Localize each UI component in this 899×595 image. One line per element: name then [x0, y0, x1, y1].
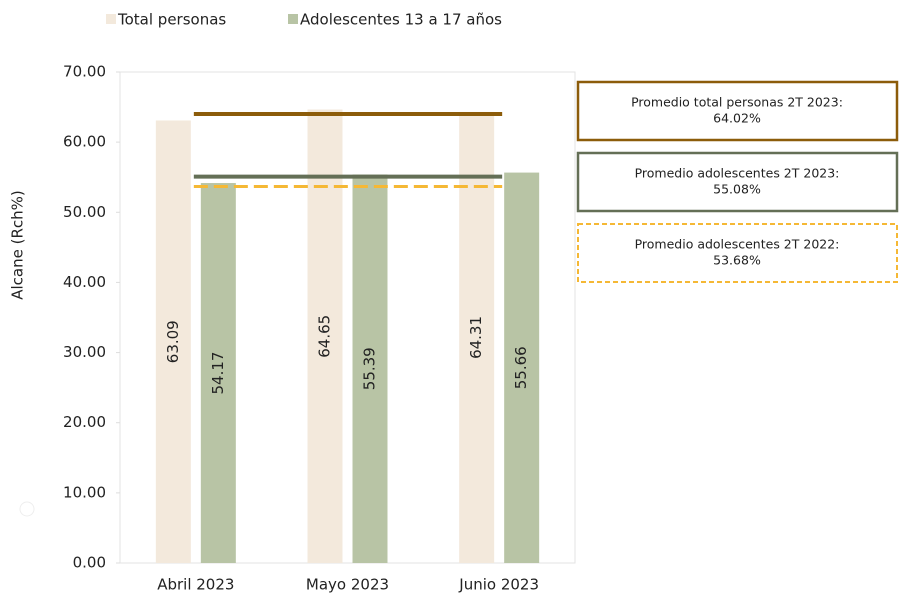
annotation-box	[576, 80, 899, 142]
annotation-label: Promedio total personas 2T 2023:	[631, 95, 843, 110]
legend-swatch	[288, 14, 298, 24]
data-label: 64.31	[467, 316, 485, 359]
bar	[155, 120, 191, 563]
bar	[352, 174, 388, 564]
y-tick-label: 40.00	[63, 273, 106, 291]
annotation-label: Promedio adolescentes 2T 2023:	[635, 166, 840, 181]
annotation-label: Promedio adolescentes 2T 2022:	[635, 237, 840, 252]
annotation-value: 53.68%	[713, 253, 761, 268]
legend-swatch	[106, 14, 116, 24]
y-tick-label: 0.00	[73, 554, 106, 572]
data-label: 54.17	[209, 352, 227, 395]
y-tick-label: 30.00	[63, 343, 106, 361]
bar	[200, 183, 236, 564]
x-tick-label: Mayo 2023	[306, 576, 389, 594]
data-label: 55.39	[361, 347, 379, 390]
data-label: 55.66	[512, 346, 530, 389]
y-axis-label: Alcane (Rch%)	[9, 190, 27, 300]
y-tick-label: 60.00	[63, 133, 106, 151]
legend-label: Total personas	[117, 11, 226, 29]
annotation-box	[577, 223, 898, 283]
decoration-dot	[19, 501, 35, 517]
annotation-box	[576, 151, 899, 213]
x-tick-label: Junio 2023	[458, 576, 539, 594]
bar	[504, 172, 540, 564]
plot-area	[119, 71, 576, 564]
x-tick-label: Abril 2023	[157, 576, 234, 594]
y-tick-label: 70.00	[63, 63, 106, 81]
y-tick-label: 50.00	[63, 203, 106, 221]
annotation-value: 64.02%	[713, 111, 761, 126]
legend-label: Adolescentes 13 a 17 años	[300, 11, 502, 29]
data-label: 64.65	[316, 315, 334, 358]
y-tick-label: 20.00	[63, 413, 106, 431]
y-tick-label: 10.00	[63, 483, 106, 501]
annotation-value: 55.08%	[713, 182, 761, 197]
data-label: 63.09	[164, 320, 182, 363]
